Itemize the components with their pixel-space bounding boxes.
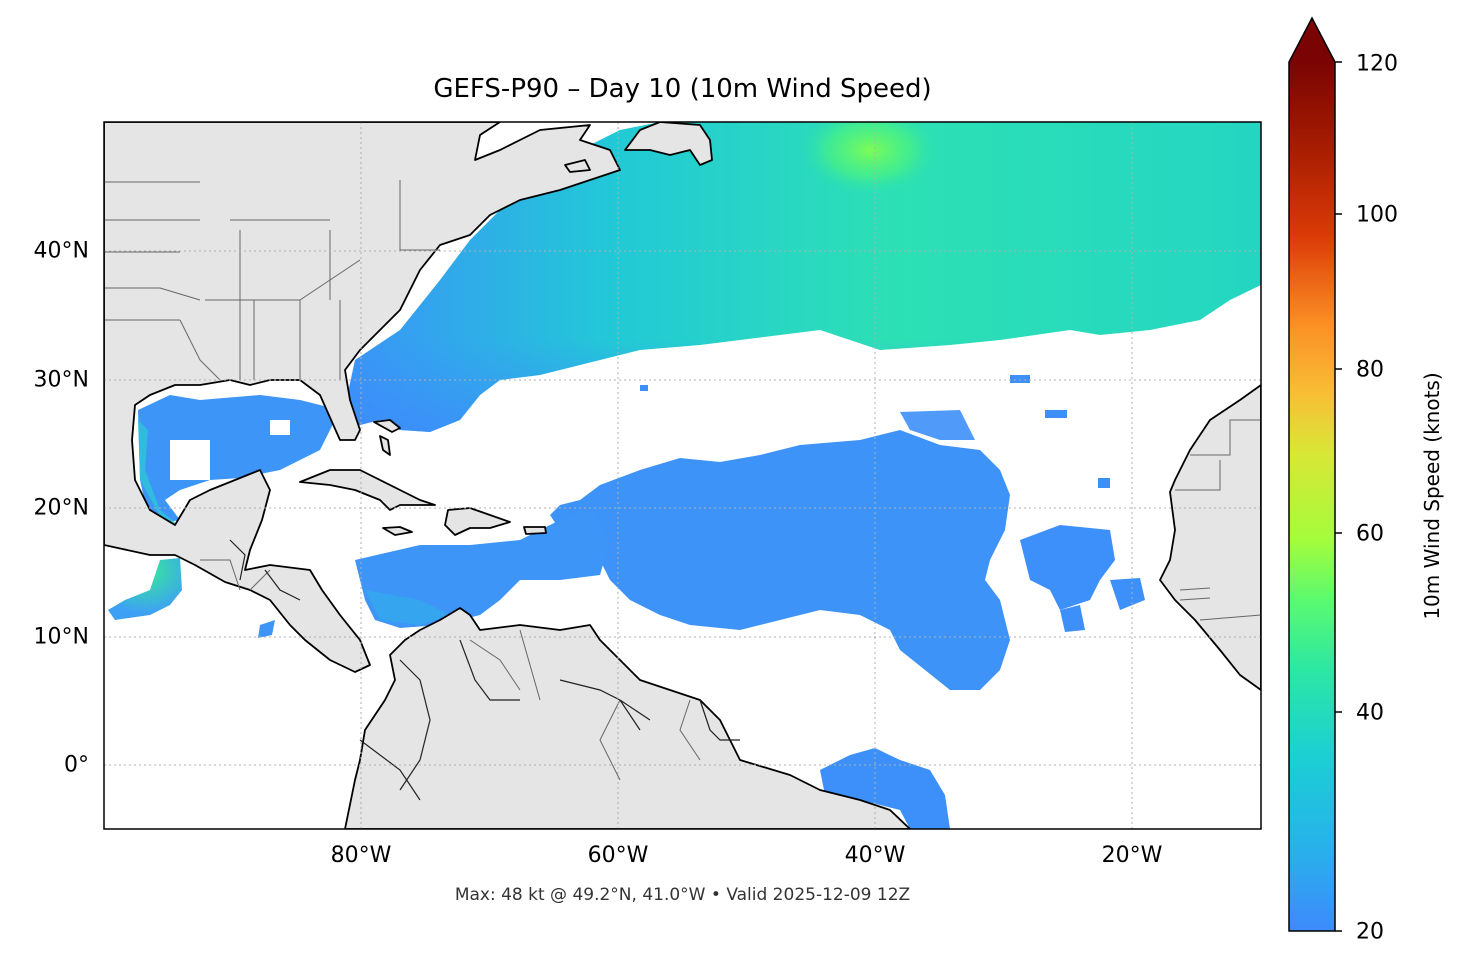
y-tick-label: 40°N (33, 238, 89, 264)
country-borders-dark (229, 539, 740, 801)
land (104, 122, 1261, 829)
x-tick-label: 40°W (844, 843, 906, 868)
colorbar-tick-label: 120 (1356, 51, 1398, 77)
colorbar-extend-arrow (1289, 18, 1335, 62)
figure-title: GEFS-P90 – Day 10 (10m Wind Speed) (433, 74, 932, 104)
colorbar-label: 10m Wind Speed (knots) (1420, 372, 1444, 620)
y-tick-label: 30°N (33, 367, 89, 393)
colorbar-tick-label: 100 (1356, 202, 1398, 228)
y-tick-label: 0° (64, 752, 89, 778)
wind-speed-field (108, 122, 1261, 829)
plot-frame (103, 121, 1262, 830)
x-tick-label: 80°W (330, 843, 392, 868)
figure-footer-caption: Max: 48 kt @ 49.2°N, 41.0°W • Valid 2025… (454, 885, 911, 905)
y-tick-label: 20°N (33, 495, 89, 521)
colorbar (1288, 16, 1342, 932)
y-tick-label: 10°N (33, 624, 89, 650)
map-plot-area (104, 122, 1261, 829)
x-tick-label: 60°W (587, 843, 649, 868)
x-tick-label: 20°W (1101, 843, 1163, 868)
colorbar-tick-label: 20 (1356, 919, 1384, 945)
borders (104, 180, 1261, 781)
colorbar-tick-label: 60 (1356, 521, 1384, 547)
colorbar-tick-label: 40 (1356, 700, 1384, 726)
colorbar-tick-label: 80 (1356, 357, 1384, 383)
